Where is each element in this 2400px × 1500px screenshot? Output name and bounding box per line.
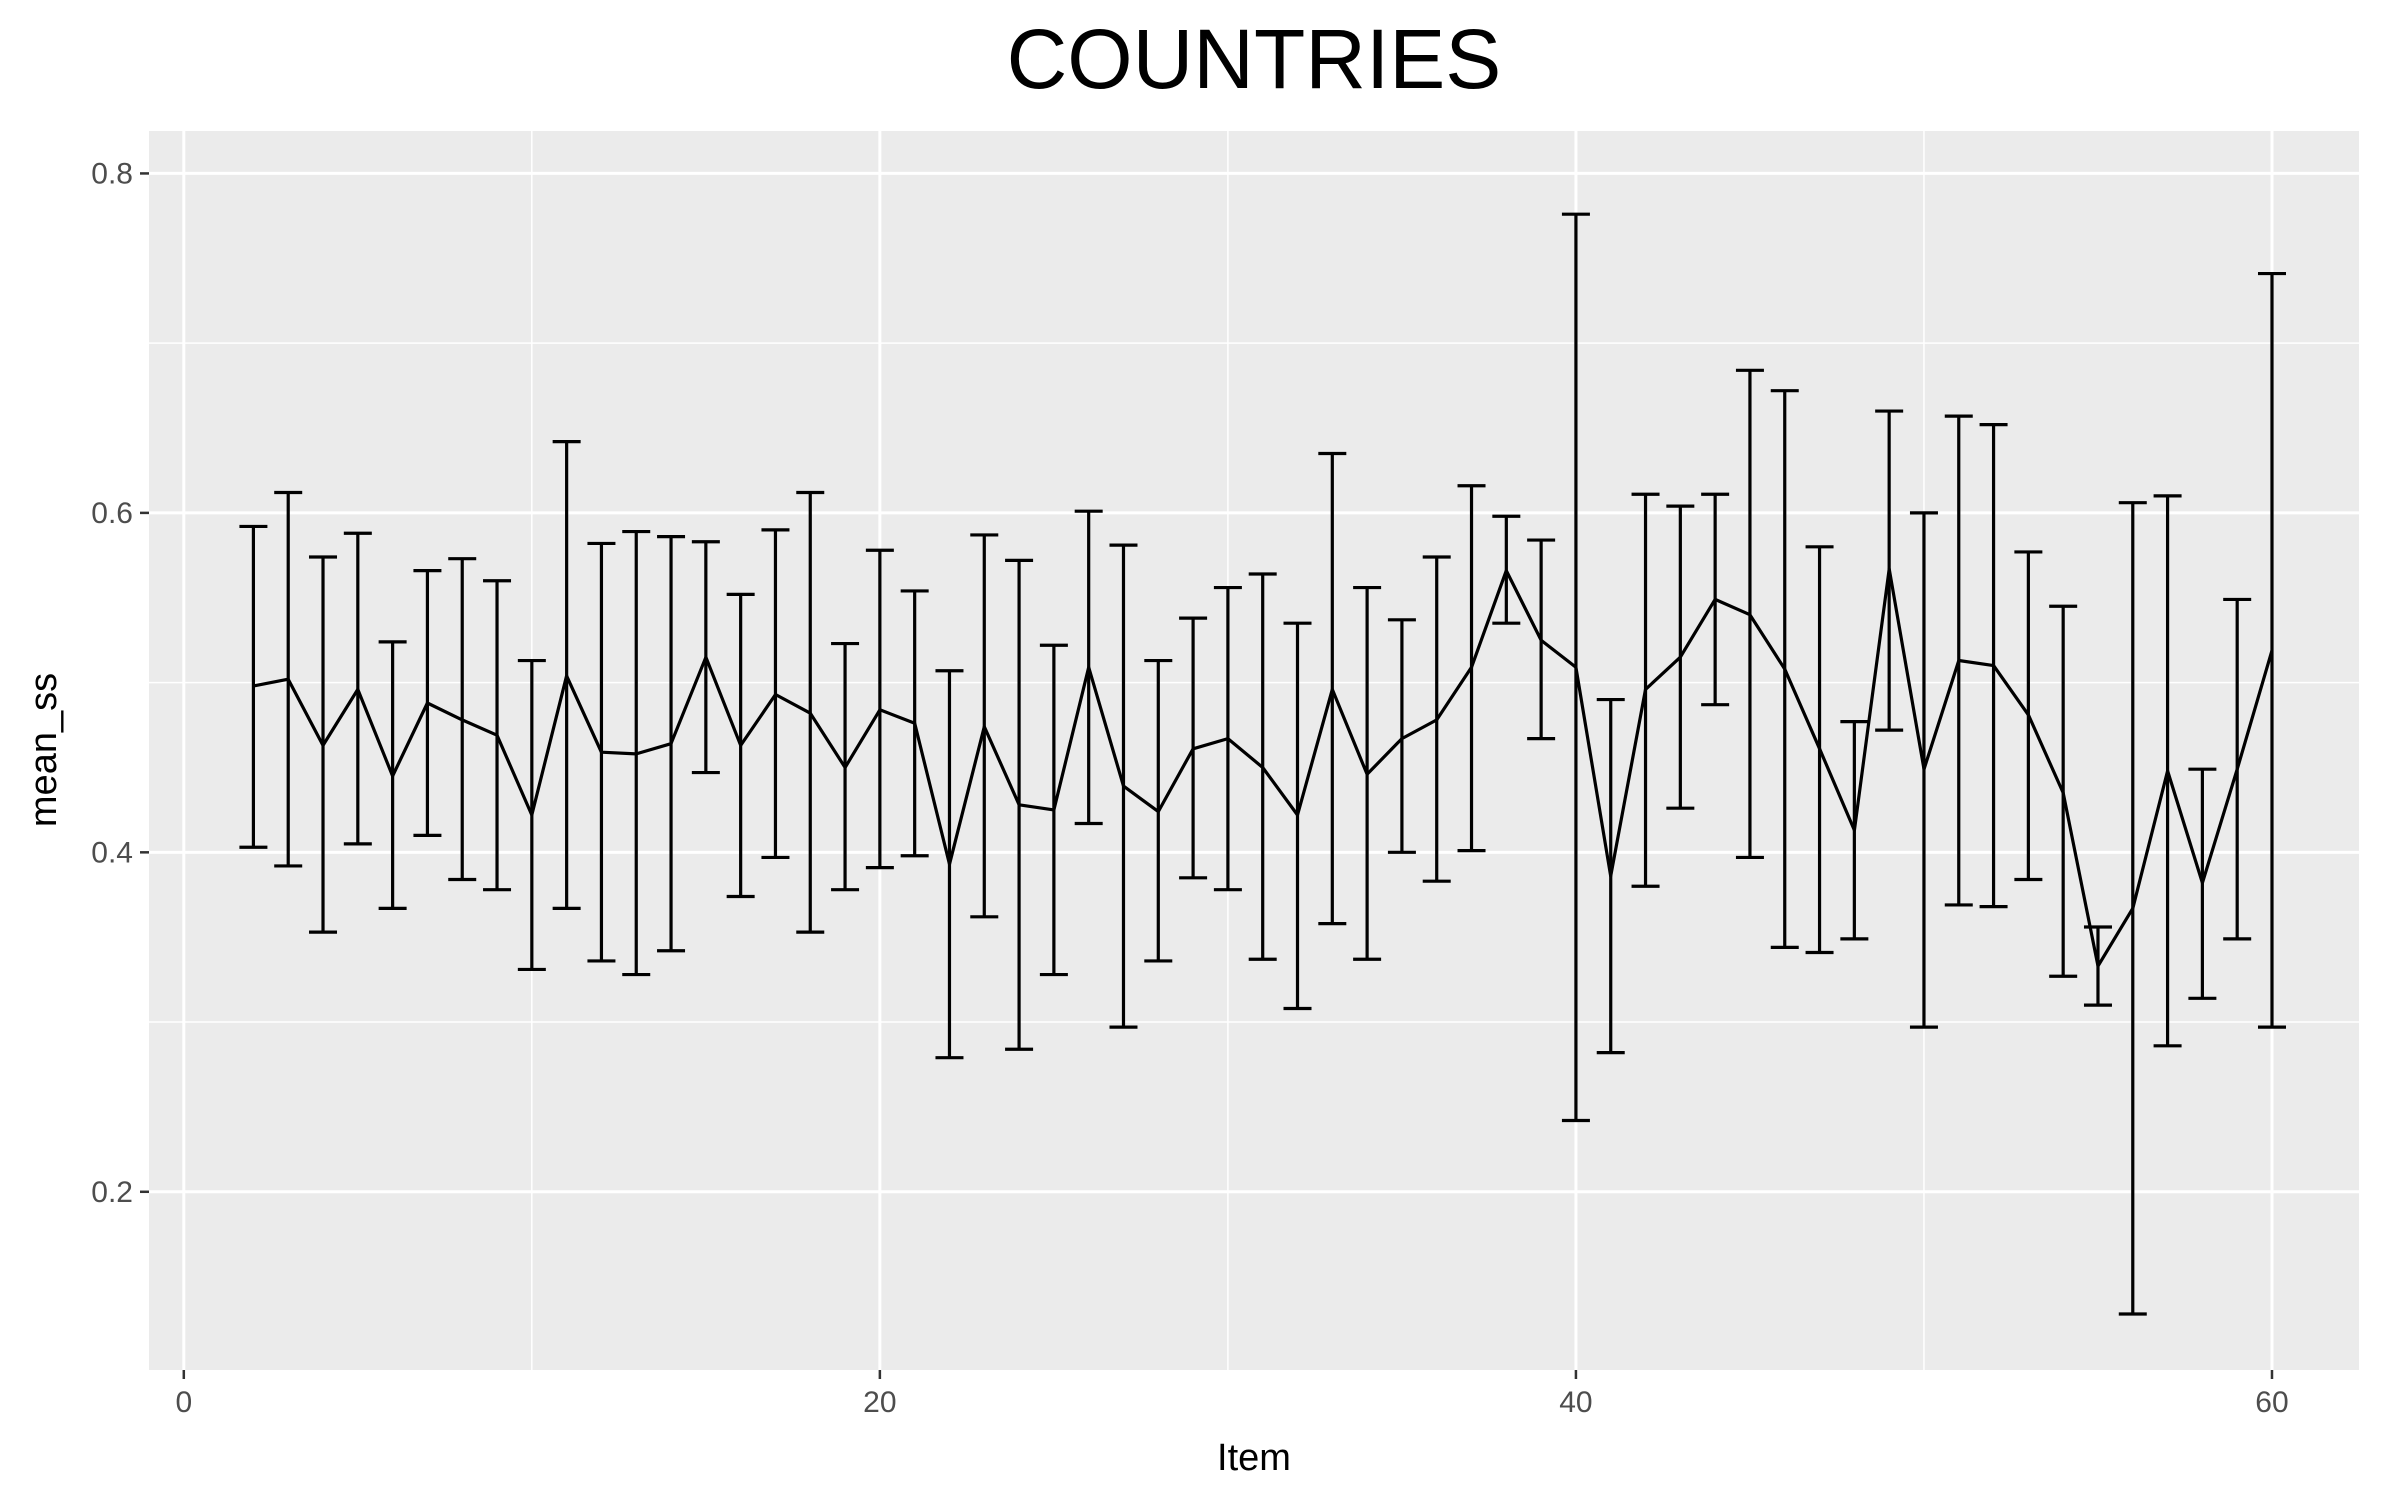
y-tick-label: 0.4 bbox=[91, 836, 133, 869]
x-tick-label: 60 bbox=[2255, 1386, 2288, 1419]
series-line bbox=[253, 567, 2274, 968]
x-axis-title: Item bbox=[1217, 1437, 1291, 1479]
error-bar bbox=[1387, 618, 1416, 854]
y-tick-label: 0.2 bbox=[91, 1176, 133, 1209]
error-bar bbox=[2257, 271, 2286, 1029]
x-axis-ticks: 0 20 40 60 bbox=[175, 1370, 2289, 1419]
y-tick-label: 0.6 bbox=[91, 497, 133, 530]
chart-title: COUNTRIES bbox=[1007, 12, 1502, 106]
x-tick-label: 20 bbox=[863, 1386, 896, 1419]
y-axis-ticks: 0.2 0.4 0.6 0.8 bbox=[91, 157, 149, 1209]
x-tick-label: 40 bbox=[1559, 1386, 1592, 1419]
y-tick-label: 0.8 bbox=[91, 157, 133, 190]
panel-background bbox=[149, 131, 2359, 1370]
error-bar bbox=[239, 524, 268, 849]
x-tick-label: 0 bbox=[175, 1386, 192, 1419]
y-axis-title: mean_ss bbox=[23, 673, 65, 827]
